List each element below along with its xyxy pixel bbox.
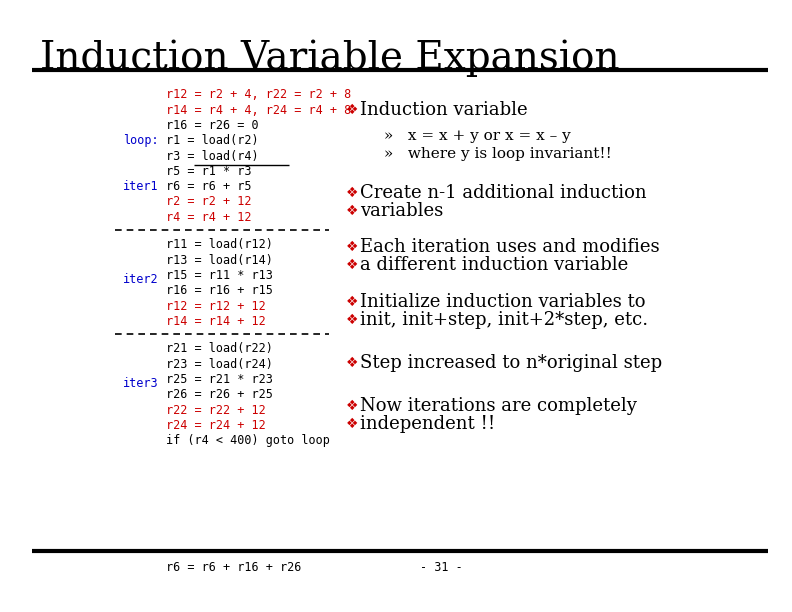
Text: - 31 -: - 31 - xyxy=(420,561,463,575)
Text: Induction Variable Expansion: Induction Variable Expansion xyxy=(40,40,619,77)
Text: if (r4 < 400) goto loop: if (r4 < 400) goto loop xyxy=(166,434,330,447)
Text: r12 = r2 + 4, r22 = r2 + 8: r12 = r2 + 4, r22 = r2 + 8 xyxy=(166,88,352,102)
Text: iter1: iter1 xyxy=(123,180,158,193)
Text: loop:: loop: xyxy=(123,134,158,147)
Text: r6 = r6 + r5: r6 = r6 + r5 xyxy=(166,180,252,193)
Text: r23 = load(r24): r23 = load(r24) xyxy=(166,357,273,371)
Text: ❖: ❖ xyxy=(346,186,359,200)
Text: iter3: iter3 xyxy=(123,377,158,390)
Text: ❖: ❖ xyxy=(346,295,359,308)
Text: »   where y is loop invariant!!: » where y is loop invariant!! xyxy=(384,147,612,161)
Text: Initialize induction variables to: Initialize induction variables to xyxy=(360,293,645,311)
Text: ❖: ❖ xyxy=(346,258,359,272)
Text: r25 = r21 * r23: r25 = r21 * r23 xyxy=(166,373,273,386)
Text: variables: variables xyxy=(360,202,444,220)
Text: r2 = r2 + 12: r2 = r2 + 12 xyxy=(166,195,252,209)
Text: r6 = r6 + r16 + r26: r6 = r6 + r16 + r26 xyxy=(166,561,302,575)
Text: r3 = load(r4): r3 = load(r4) xyxy=(166,149,259,163)
Text: ❖: ❖ xyxy=(346,313,359,327)
Text: ❖: ❖ xyxy=(346,417,359,431)
Text: Each iteration uses and modifies: Each iteration uses and modifies xyxy=(360,237,660,256)
Text: r5 = r1 * r3: r5 = r1 * r3 xyxy=(166,165,252,178)
Text: r16 = r26 = 0: r16 = r26 = 0 xyxy=(166,119,259,132)
Text: Now iterations are completely: Now iterations are completely xyxy=(360,397,638,415)
Text: r14 = r14 + 12: r14 = r14 + 12 xyxy=(166,315,266,328)
Text: r24 = r24 + 12: r24 = r24 + 12 xyxy=(166,419,266,432)
Text: ❖: ❖ xyxy=(346,240,359,253)
Text: r14 = r4 + 4, r24 = r4 + 8: r14 = r4 + 4, r24 = r4 + 8 xyxy=(166,103,352,117)
Text: r13 = load(r14): r13 = load(r14) xyxy=(166,253,273,267)
Text: r1 = load(r2): r1 = load(r2) xyxy=(166,134,259,147)
Text: Step increased to n*original step: Step increased to n*original step xyxy=(360,354,662,372)
Text: r15 = r11 * r13: r15 = r11 * r13 xyxy=(166,269,273,282)
Text: ❖: ❖ xyxy=(346,204,359,218)
Text: a different induction variable: a different induction variable xyxy=(360,256,629,274)
Text: independent !!: independent !! xyxy=(360,415,496,433)
Text: r4 = r4 + 12: r4 = r4 + 12 xyxy=(166,211,252,224)
Text: r12 = r12 + 12: r12 = r12 + 12 xyxy=(166,299,266,313)
Text: r22 = r22 + 12: r22 = r22 + 12 xyxy=(166,403,266,417)
Text: iter2: iter2 xyxy=(123,273,158,286)
Text: ❖: ❖ xyxy=(346,399,359,412)
Text: r26 = r26 + r25: r26 = r26 + r25 xyxy=(166,388,273,401)
Text: r21 = load(r22): r21 = load(r22) xyxy=(166,342,273,356)
Text: ❖: ❖ xyxy=(346,356,359,370)
Text: Induction variable: Induction variable xyxy=(360,101,528,119)
Text: r16 = r16 + r15: r16 = r16 + r15 xyxy=(166,284,273,297)
Text: r11 = load(r12): r11 = load(r12) xyxy=(166,238,273,252)
Text: Create n-1 additional induction: Create n-1 additional induction xyxy=(360,184,647,202)
Text: ❖: ❖ xyxy=(346,103,359,117)
Text: init, init+step, init+2*step, etc.: init, init+step, init+2*step, etc. xyxy=(360,311,649,329)
Text: »   x = x + y or x = x – y: » x = x + y or x = x – y xyxy=(384,129,571,143)
